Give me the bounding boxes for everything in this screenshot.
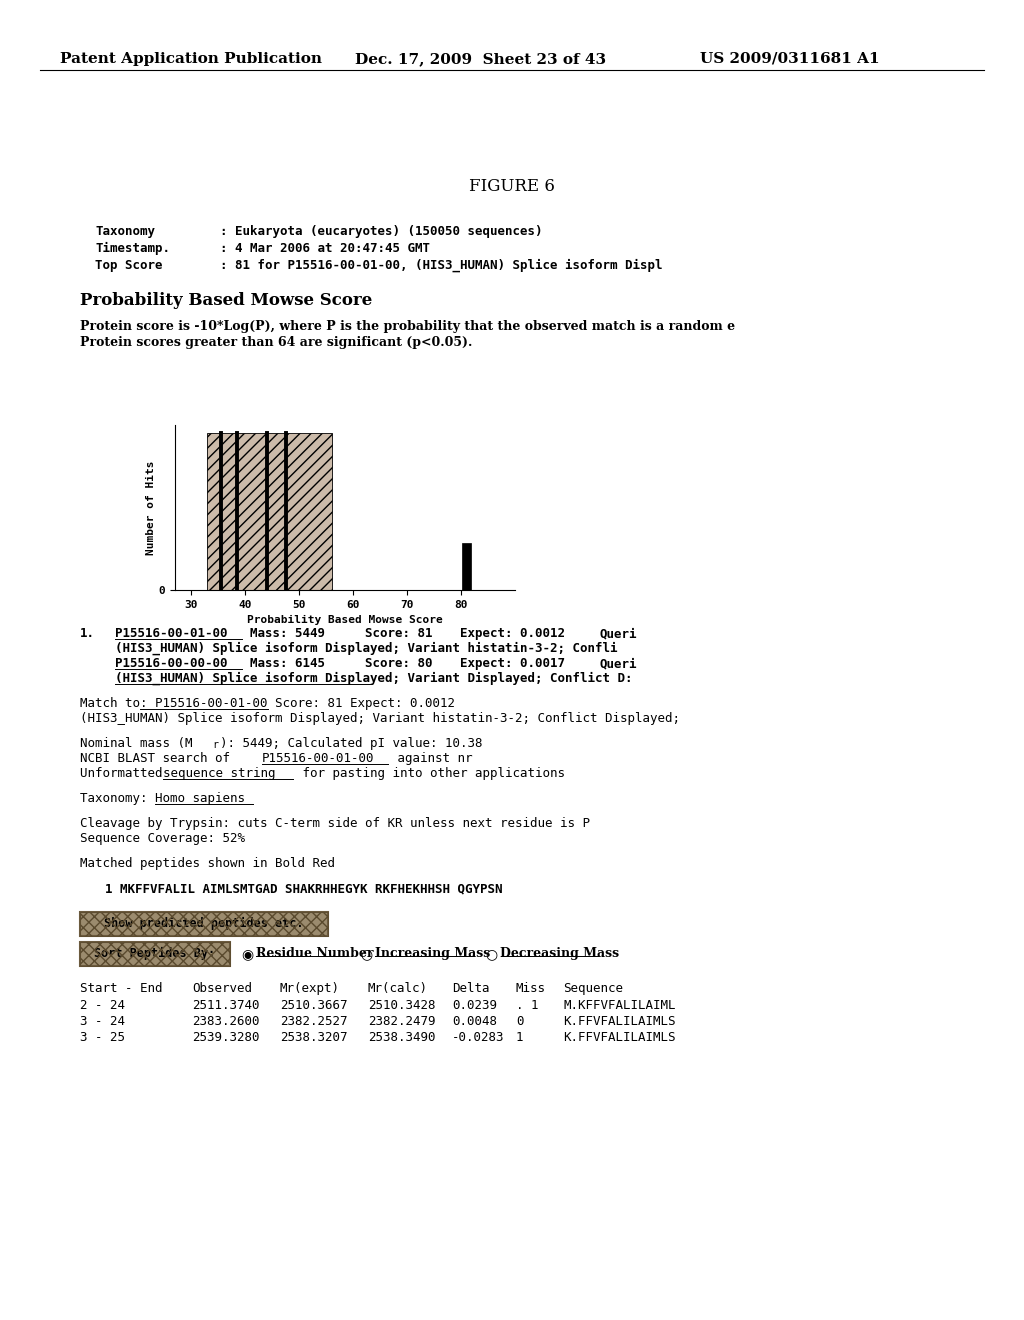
- Text: P15516-00-01-00: P15516-00-01-00: [262, 752, 375, 766]
- Text: K.FFVFALILAIMLS: K.FFVFALILAIMLS: [563, 1031, 676, 1044]
- Text: 2383.2600: 2383.2600: [193, 1015, 259, 1028]
- Text: Probability Based Mowse Score: Probability Based Mowse Score: [80, 292, 373, 309]
- Text: 2382.2527: 2382.2527: [280, 1015, 347, 1028]
- Text: Taxonomy:: Taxonomy:: [80, 792, 155, 805]
- Text: ○: ○: [361, 946, 378, 961]
- Text: Residue Number: Residue Number: [256, 946, 374, 960]
- Text: Start - End: Start - End: [80, 982, 163, 995]
- Text: (HIS3_HUMAN) Splice isoform Displayed; Variant histatin-3-2; Conflict Displayed;: (HIS3_HUMAN) Splice isoform Displayed; V…: [80, 711, 680, 725]
- FancyBboxPatch shape: [80, 942, 230, 966]
- Text: US 2009/0311681 A1: US 2009/0311681 A1: [700, 51, 880, 66]
- Text: Sequence: Sequence: [563, 982, 623, 995]
- Text: Patent Application Publication: Patent Application Publication: [60, 51, 322, 66]
- Text: Cleavage by Trypsin: cuts C-term side of KR unless next residue is P: Cleavage by Trypsin: cuts C-term side of…: [80, 817, 590, 830]
- Text: Taxonomy: Taxonomy: [95, 224, 155, 238]
- Text: Dec. 17, 2009  Sheet 23 of 43: Dec. 17, 2009 Sheet 23 of 43: [355, 51, 606, 66]
- Text: 2511.3740: 2511.3740: [193, 999, 259, 1012]
- Text: Increasing Mass: Increasing Mass: [375, 946, 490, 960]
- Text: Unformatted: Unformatted: [80, 767, 170, 780]
- Text: 2538.3490: 2538.3490: [368, 1031, 435, 1044]
- Text: K.FFVFALILAIMLS: K.FFVFALILAIMLS: [563, 1015, 676, 1028]
- Text: : Eukaryota (eucaryotes) (150050 sequences): : Eukaryota (eucaryotes) (150050 sequenc…: [220, 224, 543, 238]
- FancyBboxPatch shape: [80, 912, 328, 936]
- Text: 1 MKFFVFALIL AIMLSMTGAD SHAKRHHEGYK RKFHEKHHSH QGYPSN: 1 MKFFVFALIL AIMLSMTGAD SHAKRHHEGYK RKFH…: [105, 882, 503, 895]
- Text: 2 - 24: 2 - 24: [80, 999, 125, 1012]
- Text: ): 5449; Calculated pI value: 10.38: ): 5449; Calculated pI value: 10.38: [220, 737, 482, 750]
- Text: Timestamp.: Timestamp.: [95, 242, 170, 255]
- X-axis label: Probability Based Mowse Score: Probability Based Mowse Score: [247, 615, 442, 626]
- Text: ◉: ◉: [242, 946, 259, 961]
- Text: (HIS3_HUMAN) Splice isoform Displayed; Variant Displayed; Conflict D:: (HIS3_HUMAN) Splice isoform Displayed; V…: [115, 672, 633, 685]
- Text: P15516-00-01-00: P15516-00-01-00: [115, 627, 227, 640]
- Text: : 4 Mar 2006 at 20:47:45 GMT: : 4 Mar 2006 at 20:47:45 GMT: [220, 242, 430, 255]
- Text: Decreasing Mass: Decreasing Mass: [501, 946, 620, 960]
- Text: M.KFFVFALILAIML: M.KFFVFALILAIML: [563, 999, 676, 1012]
- Bar: [462, 543, 471, 590]
- Text: FIGURE 6: FIGURE 6: [469, 178, 555, 195]
- Text: ○: ○: [486, 946, 504, 961]
- Text: Mass: 5449: Mass: 5449: [250, 627, 325, 640]
- Text: Queri: Queri: [600, 657, 638, 671]
- Text: 2382.2479: 2382.2479: [368, 1015, 435, 1028]
- Text: for pasting into other applications: for pasting into other applications: [295, 767, 565, 780]
- Text: . 1: . 1: [516, 999, 539, 1012]
- Text: Mr(calc): Mr(calc): [368, 982, 428, 995]
- Text: Sequence Coverage: 52%: Sequence Coverage: 52%: [80, 832, 245, 845]
- Text: sequence string: sequence string: [163, 767, 275, 780]
- Text: 2510.3667: 2510.3667: [280, 999, 347, 1012]
- Y-axis label: Number of Hits: Number of Hits: [145, 461, 156, 554]
- Text: Sort Peptides By:: Sort Peptides By:: [94, 946, 216, 960]
- Text: Mass: 6145: Mass: 6145: [250, 657, 325, 671]
- Text: 0: 0: [516, 1015, 523, 1028]
- Text: Score: 81: Score: 81: [365, 627, 432, 640]
- Text: 1: 1: [516, 1031, 523, 1044]
- Text: against nr: against nr: [390, 752, 472, 766]
- Text: Match to: P15516-00-01-00 Score: 81 Expect: 0.0012: Match to: P15516-00-01-00 Score: 81 Expe…: [80, 697, 455, 710]
- Text: 2510.3428: 2510.3428: [368, 999, 435, 1012]
- Text: Matched peptides shown in Bold Red: Matched peptides shown in Bold Red: [80, 857, 335, 870]
- Text: Protein scores greater than 64 are significant (p<0.05).: Protein scores greater than 64 are signi…: [80, 337, 472, 348]
- Text: Score: 80: Score: 80: [365, 657, 432, 671]
- Bar: [208, 433, 332, 590]
- Text: 2538.3207: 2538.3207: [280, 1031, 347, 1044]
- Text: -0.0283: -0.0283: [452, 1031, 505, 1044]
- Text: Delta: Delta: [452, 982, 489, 995]
- Text: Protein score is -10*Log(P), where P is the probability that the observed match : Protein score is -10*Log(P), where P is …: [80, 319, 735, 333]
- Text: Top Score: Top Score: [95, 259, 163, 272]
- Text: 1.: 1.: [80, 627, 95, 640]
- Text: P15516-00-00-00: P15516-00-00-00: [115, 657, 227, 671]
- Text: Queri: Queri: [600, 627, 638, 640]
- Text: : 81 for P15516-00-01-00, (HIS3_HUMAN) Splice isoform Displ: : 81 for P15516-00-01-00, (HIS3_HUMAN) S…: [220, 259, 663, 272]
- Text: (HIS3_HUMAN) Splice isoform Displayed; Variant histatin-3-2; Confli: (HIS3_HUMAN) Splice isoform Displayed; V…: [115, 642, 617, 656]
- Text: Expect: 0.0017: Expect: 0.0017: [460, 657, 565, 671]
- Text: Observed: Observed: [193, 982, 252, 995]
- Text: Expect: 0.0012: Expect: 0.0012: [460, 627, 565, 640]
- Text: 3 - 25: 3 - 25: [80, 1031, 125, 1044]
- Text: Mr(expt): Mr(expt): [280, 982, 340, 995]
- Text: 0.0239: 0.0239: [452, 999, 497, 1012]
- Text: r: r: [212, 741, 218, 750]
- Text: 2539.3280: 2539.3280: [193, 1031, 259, 1044]
- Text: 3 - 24: 3 - 24: [80, 1015, 125, 1028]
- Text: 0.0048: 0.0048: [452, 1015, 497, 1028]
- Text: Show predicted peptides etc.: Show predicted peptides etc.: [104, 917, 304, 931]
- Text: NCBI BLAST search of: NCBI BLAST search of: [80, 752, 238, 766]
- Text: Miss: Miss: [516, 982, 546, 995]
- Text: Homo sapiens: Homo sapiens: [155, 792, 245, 805]
- Text: Nominal mass (M: Nominal mass (M: [80, 737, 193, 750]
